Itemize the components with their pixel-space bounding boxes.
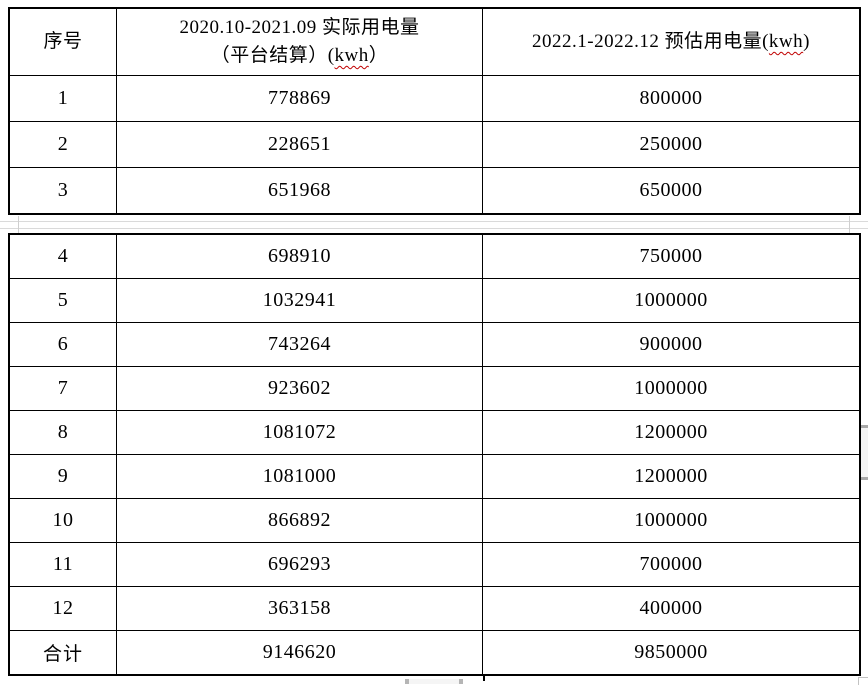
scrollbar-thumb-cap [459, 679, 463, 684]
column-divider-tick [483, 676, 485, 681]
scrollbar-thumb-cap [861, 477, 868, 480]
cell-total-estimate: 9850000 [634, 641, 708, 663]
cell-no: 4 [10, 235, 117, 278]
cell-estimate: 1200000 [634, 465, 708, 487]
header-estimate-suffix: ) [803, 30, 810, 52]
table-part-2: 4 698910 750000 5 1032941 1000000 6 7432… [8, 233, 861, 676]
page-edge-line [0, 221, 868, 222]
cell-no: 7 [10, 367, 117, 410]
cell-actual: 923602 [117, 367, 483, 410]
cell-no: 1 [10, 76, 117, 121]
cell-no: 10 [10, 499, 117, 542]
cell-actual: 1081000 [117, 455, 483, 498]
cell-no: 2 [10, 122, 117, 167]
cell-no: 9 [10, 455, 117, 498]
header-index-label: 序号 [43, 30, 83, 52]
scrollbar-thumb-cap [405, 679, 409, 684]
table-row: 2 228651 250000 [10, 121, 859, 167]
scrollbar-corner [858, 677, 868, 685]
table-row: 9 1081000 1200000 [10, 454, 859, 498]
header-actual-line2-suffix: ） [368, 45, 389, 66]
cell-actual: 651968 [117, 168, 483, 213]
header-estimate-prefix: 2022.1-2022.12 预估用电量( [532, 30, 769, 52]
cell-actual: 698910 [117, 235, 483, 278]
cell-actual: 363158 [117, 587, 483, 630]
header-actual-line1: 2020.10-2021.09 实际用电量 [179, 16, 420, 38]
table-row: 11 696293 700000 [10, 542, 859, 586]
table-row: 3 651968 650000 [10, 167, 859, 213]
table-part-1: 序号 2020.10-2021.09 实际用电量 （平台结算）(kwh） 202… [8, 7, 861, 215]
cell-no: 8 [10, 411, 117, 454]
table-header-row: 序号 2020.10-2021.09 实际用电量 （平台结算）(kwh） 202… [10, 9, 859, 75]
header-col-estimate: 2022.1-2022.12 预估用电量(kwh) [483, 9, 859, 75]
cell-estimate: 250000 [639, 133, 703, 155]
cell-estimate: 1000000 [634, 289, 708, 311]
header-estimate-label: 2022.1-2022.12 预估用电量(kwh) [483, 28, 859, 57]
table-row: 1 778869 800000 [10, 75, 859, 121]
cell-estimate: 700000 [639, 553, 703, 575]
page-edge-line [849, 216, 850, 233]
cell-estimate: 400000 [639, 597, 703, 619]
table-row: 8 1081072 1200000 [10, 410, 859, 454]
spellcheck-underlined-text: kwh [768, 30, 804, 52]
cell-no: 6 [10, 323, 117, 366]
header-col-actual: 2020.10-2021.09 实际用电量 （平台结算）(kwh） [117, 9, 483, 75]
cell-estimate: 800000 [639, 87, 703, 109]
table-row: 6 743264 900000 [10, 322, 859, 366]
cell-actual: 743264 [117, 323, 483, 366]
cell-actual: 1032941 [117, 279, 483, 322]
cell-estimate: 900000 [639, 333, 703, 355]
table-row: 4 698910 750000 [10, 235, 859, 278]
cell-total-label: 合计 [10, 631, 117, 674]
horizontal-scrollbar-thumb[interactable] [405, 679, 463, 684]
vertical-scrollbar-thumb[interactable] [861, 425, 868, 480]
cell-actual: 1081072 [117, 411, 483, 454]
header-actual-label: 2020.10-2021.09 实际用电量 （平台结算）(kwh） [117, 14, 482, 71]
cell-actual: 866892 [117, 499, 483, 542]
table-row: 10 866892 1000000 [10, 498, 859, 542]
cell-actual: 696293 [117, 543, 483, 586]
header-col-index: 序号 [10, 9, 117, 75]
table-row: 5 1032941 1000000 [10, 278, 859, 322]
cell-no: 5 [10, 279, 117, 322]
cell-actual: 228651 [117, 122, 483, 167]
cell-total-actual: 9146620 [117, 631, 483, 674]
cell-estimate: 650000 [639, 179, 703, 201]
scrollbar-thumb-cap [861, 425, 868, 428]
table-row-total: 合计 9146620 9850000 [10, 630, 859, 674]
page-edge-line [0, 228, 868, 229]
cell-no: 3 [10, 168, 117, 213]
header-actual-line2-prefix: （平台结算）( [210, 45, 335, 66]
cell-actual: 778869 [117, 76, 483, 121]
cell-no: 11 [10, 543, 117, 586]
page-edge-line [18, 216, 19, 233]
cell-estimate: 1000000 [634, 377, 708, 399]
cell-no: 12 [10, 587, 117, 630]
table-row: 12 363158 400000 [10, 586, 859, 630]
spellcheck-underlined-text: kwh [334, 45, 369, 66]
cell-estimate: 1200000 [634, 421, 708, 443]
cell-estimate: 750000 [639, 245, 703, 267]
table-row: 7 923602 1000000 [10, 366, 859, 410]
cell-estimate: 1000000 [634, 509, 708, 531]
